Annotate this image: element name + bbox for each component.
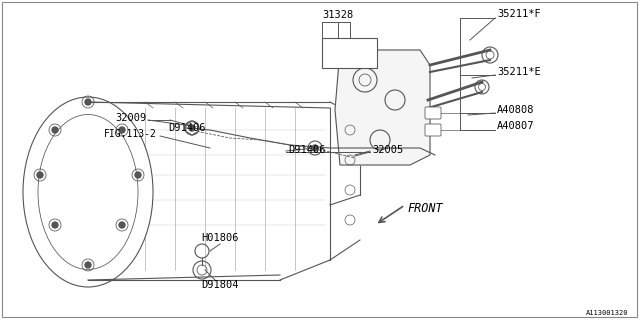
Text: A113001320: A113001320	[586, 310, 628, 316]
Text: 32005: 32005	[372, 145, 403, 155]
Circle shape	[37, 172, 43, 178]
Text: 35211*E: 35211*E	[497, 67, 541, 77]
Circle shape	[312, 145, 318, 151]
Circle shape	[189, 125, 195, 131]
FancyBboxPatch shape	[425, 124, 441, 136]
FancyBboxPatch shape	[425, 107, 441, 119]
Text: A40808: A40808	[497, 105, 534, 115]
Text: 32009: 32009	[116, 113, 147, 123]
Text: FRONT: FRONT	[407, 202, 443, 214]
Circle shape	[52, 222, 58, 228]
Text: 31328: 31328	[323, 10, 354, 20]
Circle shape	[119, 127, 125, 133]
Ellipse shape	[23, 97, 153, 287]
Circle shape	[52, 127, 58, 133]
Text: 35211*F: 35211*F	[497, 9, 541, 19]
Circle shape	[85, 262, 91, 268]
Text: H01806: H01806	[201, 233, 239, 243]
Circle shape	[85, 99, 91, 105]
Polygon shape	[335, 50, 430, 165]
Text: D91406: D91406	[288, 145, 326, 155]
Text: D91804: D91804	[201, 280, 239, 290]
Circle shape	[135, 172, 141, 178]
Circle shape	[119, 222, 125, 228]
Text: FIG.113-2: FIG.113-2	[104, 129, 157, 139]
Ellipse shape	[38, 115, 138, 269]
Bar	[322, 38, 377, 68]
Text: A40807: A40807	[497, 121, 534, 131]
Text: D91406: D91406	[168, 123, 205, 133]
